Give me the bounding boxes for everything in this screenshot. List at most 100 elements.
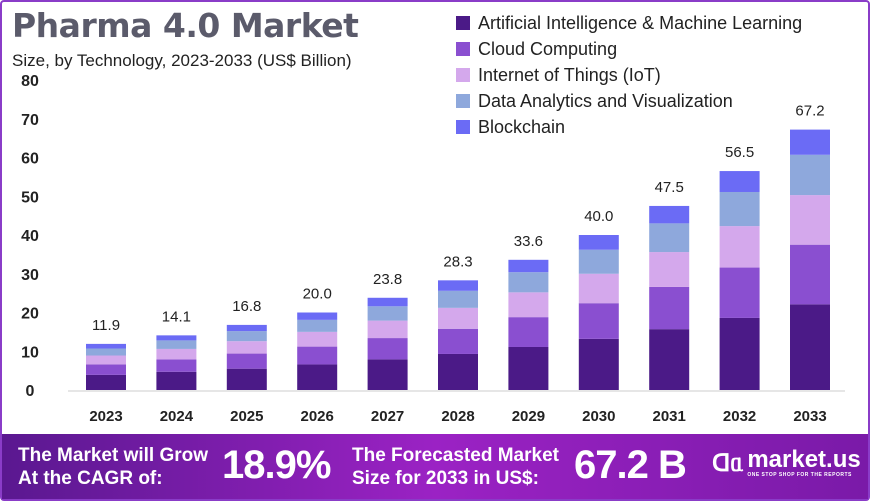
bar-segment <box>226 353 267 369</box>
legend-label: Blockchain <box>478 116 566 137</box>
legend-label: Data Analytics and Visualization <box>478 90 733 111</box>
cagr-line-2: At the CAGR of: <box>18 468 163 489</box>
bar-segment <box>297 346 338 365</box>
y-tick-label: 70 <box>21 112 39 129</box>
total-label: 14.1 <box>162 308 191 325</box>
y-tick-label: 80 <box>21 73 39 90</box>
bar-segment <box>438 290 478 308</box>
bar-segment <box>86 374 126 390</box>
bar-segment <box>156 371 197 390</box>
legend-item: Data Analytics and Visualization <box>456 88 802 114</box>
x-tick-label: 2031 <box>653 408 686 425</box>
total-label: 47.5 <box>655 179 684 196</box>
x-tick-label: 2026 <box>301 408 334 425</box>
bar-segment <box>578 338 619 390</box>
bar-segment <box>367 297 408 307</box>
bar-segment <box>790 129 830 155</box>
legend-swatch <box>456 94 470 108</box>
bar-segment <box>438 353 478 390</box>
bar-segment <box>649 223 690 253</box>
x-tick-label: 2030 <box>582 408 615 425</box>
bar-segment <box>297 319 338 332</box>
legend-label: Internet of Things (IoT) <box>478 64 661 85</box>
logo-icon: ꓷᥲ <box>712 449 744 477</box>
y-tick-label: 50 <box>21 189 39 206</box>
legend-swatch <box>456 16 470 30</box>
cagr-line-1: The Market will Grow <box>18 445 209 466</box>
bar-segment <box>790 244 830 305</box>
total-label: 23.8 <box>373 271 402 288</box>
cagr-text: The Market will Grow At the CAGR of: <box>18 444 208 490</box>
stacked-bar-chart: 0102030405060708011.9202314.1202416.8202… <box>21 73 845 425</box>
cagr-value: 18.9% <box>222 443 331 487</box>
legend-swatch <box>456 68 470 82</box>
bar-segment <box>719 267 760 318</box>
bar-segment <box>508 292 549 318</box>
total-label: 56.5 <box>725 144 754 161</box>
total-label: 20.0 <box>303 286 332 303</box>
legend-item: Cloud Computing <box>456 36 802 62</box>
y-tick-label: 0 <box>26 383 35 400</box>
bar-segment <box>438 307 478 329</box>
legend: Artificial Intelligence & Machine Learni… <box>456 10 802 140</box>
legend-swatch <box>456 42 470 56</box>
total-label: 33.6 <box>514 233 543 250</box>
bar-segment <box>719 226 760 268</box>
bar-segment <box>438 280 478 291</box>
bar-segment <box>226 341 267 354</box>
bar-segment <box>297 364 338 390</box>
forecast-line-2: Size for 2033 in US$: <box>352 468 539 489</box>
forecast-value: 67.2 B <box>574 443 687 487</box>
legend-swatch <box>456 120 470 134</box>
forecast-text: The Forecasted Market Size for 2033 in US… <box>352 444 559 490</box>
bar-segment <box>156 348 197 360</box>
total-label: 11.9 <box>92 317 120 334</box>
bar-segment <box>649 286 690 330</box>
logo-tagline: ONE STOP SHOP FOR THE REPORTS <box>747 472 852 478</box>
bar-segment <box>649 329 690 390</box>
bar-segment <box>508 272 549 293</box>
y-tick-label: 30 <box>21 267 39 284</box>
legend-label: Cloud Computing <box>478 38 618 59</box>
bar-segment <box>438 328 478 354</box>
bar-segment <box>719 317 760 390</box>
x-tick-label: 2025 <box>230 408 263 425</box>
bar-segment <box>649 252 690 287</box>
legend-item: Artificial Intelligence & Machine Learni… <box>456 10 802 36</box>
footer-banner: The Market will Grow At the CAGR of: 18.9… <box>2 434 868 499</box>
total-label: 40.0 <box>584 208 613 225</box>
bar-segment <box>649 205 690 224</box>
y-tick-label: 20 <box>21 306 39 323</box>
bar-segment <box>226 331 267 342</box>
x-tick-label: 2028 <box>441 408 474 425</box>
bar-segment <box>790 195 830 245</box>
x-tick-label: 2029 <box>512 408 545 425</box>
y-tick-label: 10 <box>21 344 39 361</box>
bar-segment <box>578 249 619 274</box>
bar-segment <box>367 359 408 390</box>
legend-label: Artificial Intelligence & Machine Learni… <box>478 12 803 33</box>
x-tick-label: 2024 <box>160 408 194 425</box>
bar-segment <box>86 348 126 356</box>
bar-segment <box>367 338 408 360</box>
bar-segment <box>790 304 830 390</box>
bar-segment <box>508 317 549 347</box>
bar-segment <box>790 154 830 196</box>
y-tick-label: 40 <box>21 228 39 245</box>
bar-segment <box>86 355 126 365</box>
legend-item: Internet of Things (IoT) <box>456 62 802 88</box>
bar-segment <box>508 259 549 273</box>
chart-subtitle: Size, by Technology, 2023-2033 (US$ Bill… <box>12 51 352 70</box>
chart-title: Pharma 4.0 Market <box>12 6 359 45</box>
bar-segment <box>297 312 338 320</box>
total-label: 16.8 <box>232 298 261 315</box>
bar-segment <box>156 340 197 349</box>
x-tick-label: 2032 <box>723 408 756 425</box>
total-label: 28.3 <box>443 253 472 270</box>
bar-segment <box>367 320 408 339</box>
bar-segment <box>578 303 619 339</box>
bar-segment <box>86 343 126 349</box>
bar-segment <box>156 359 197 372</box>
x-tick-label: 2023 <box>89 408 122 425</box>
